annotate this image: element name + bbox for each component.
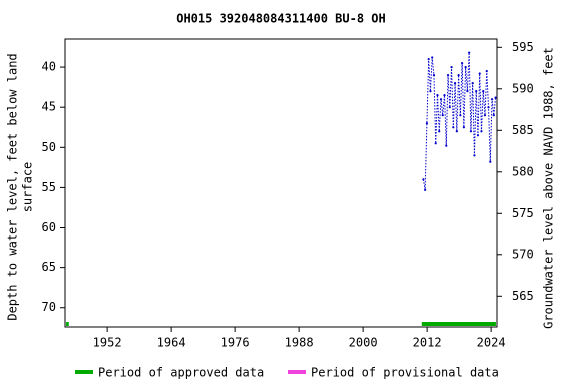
- data-point: [476, 134, 480, 137]
- data-point: [473, 154, 476, 157]
- y-tick-label: 50: [42, 140, 56, 154]
- legend-label: Period of approved data: [98, 366, 264, 380]
- data-point: [450, 65, 453, 69]
- data-point: [455, 130, 458, 133]
- y2-tick-label: 580: [512, 164, 534, 178]
- data-point: [482, 90, 485, 93]
- data-point: [438, 130, 441, 133]
- data-point: [424, 188, 427, 191]
- data-point: [422, 178, 425, 181]
- y2-tick-label: 565: [512, 289, 534, 303]
- data-point: [431, 56, 434, 59]
- y-tick-label: 60: [42, 220, 56, 234]
- period-bar: [421, 322, 496, 326]
- data-point: [464, 65, 467, 69]
- y2-tick-label: 590: [512, 81, 534, 95]
- y-tick-label: 45: [42, 100, 56, 114]
- data-point: [475, 90, 478, 93]
- y-tick-label: 40: [42, 60, 56, 74]
- x-tick-label: 1988: [285, 336, 314, 350]
- data-point: [436, 94, 439, 97]
- x-tick-label: 1952: [93, 336, 122, 350]
- data-point: [457, 74, 460, 77]
- x-tick-label: 1976: [221, 336, 250, 350]
- y2-tick-label: 570: [512, 247, 534, 261]
- data-point: [432, 74, 436, 77]
- data-point: [448, 106, 451, 109]
- data-point: [483, 114, 487, 117]
- y-axis-label: Depth to water level, feet below land: [6, 53, 20, 320]
- y-axis-label: surface: [21, 162, 35, 213]
- y2-axis-label: Groundwater level above NAVD 1988, feet: [542, 47, 556, 329]
- y-tick-label: 55: [42, 180, 56, 194]
- data-point: [459, 114, 462, 117]
- data-point: [452, 126, 455, 129]
- plot-frame: [64, 38, 498, 328]
- x-tick-label: 2000: [349, 336, 378, 350]
- data-point: [468, 51, 471, 54]
- data-point: [494, 96, 497, 99]
- y-tick-label: 70: [42, 300, 56, 314]
- data-point: [461, 61, 464, 65]
- data-point: [434, 142, 437, 145]
- data-point: [443, 94, 446, 97]
- data-point: [471, 82, 474, 85]
- period-bar: [66, 322, 69, 326]
- data-point: [439, 98, 443, 101]
- data-point: [446, 74, 450, 77]
- data-point: [453, 82, 457, 85]
- data-point: [429, 90, 432, 93]
- data-point: [489, 160, 492, 163]
- y2-tick-label: 595: [512, 40, 534, 54]
- data-point: [425, 122, 429, 125]
- data-point: [427, 57, 430, 61]
- data-point: [487, 106, 490, 109]
- data-point: [478, 72, 481, 75]
- data-point: [445, 144, 448, 147]
- x-tick-label: 1964: [157, 336, 186, 350]
- data-point: [490, 98, 494, 101]
- y2-tick-label: 585: [512, 123, 534, 137]
- series-line: [422, 52, 497, 190]
- legend-label: Period of provisional data: [311, 366, 499, 380]
- data-point: [441, 114, 444, 117]
- y2-tick-label: 575: [512, 206, 534, 220]
- x-tick-label: 2024: [477, 336, 506, 350]
- y-tick-label: 65: [42, 260, 56, 274]
- data-point: [466, 90, 469, 93]
- data-point: [469, 130, 473, 133]
- x-tick-label: 2012: [413, 336, 442, 350]
- data-point: [462, 126, 465, 129]
- data-point: [492, 114, 495, 117]
- chart-title: OH015 392048084311400 BU-8 OH: [176, 12, 386, 26]
- data-point: [485, 69, 488, 73]
- data-point: [480, 130, 483, 133]
